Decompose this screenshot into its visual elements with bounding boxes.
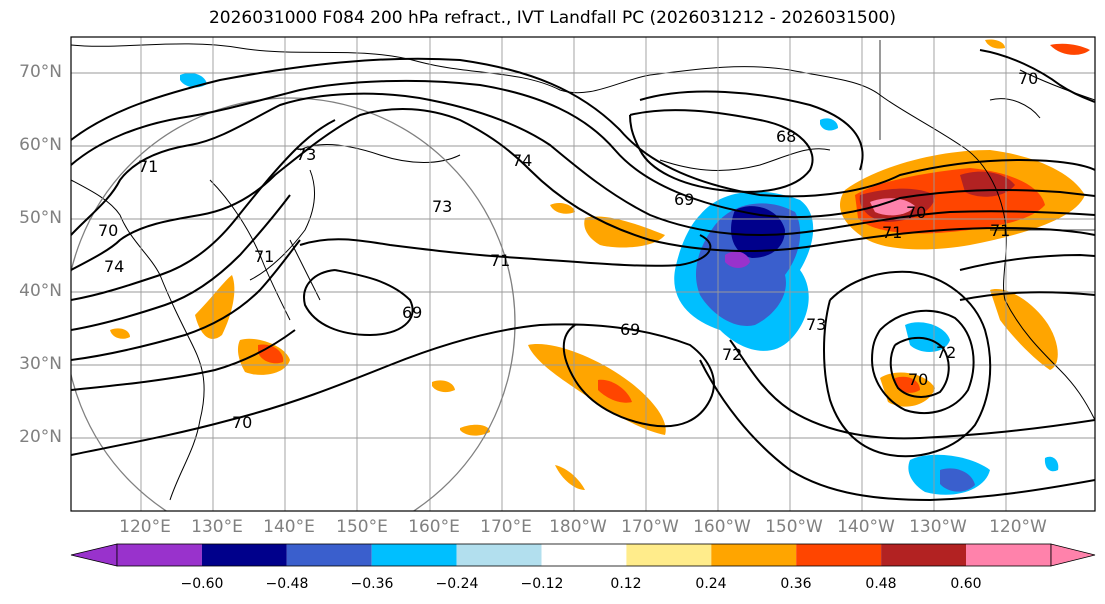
lat-label: 40°N bbox=[19, 281, 62, 301]
lon-label: 120°W bbox=[989, 517, 1047, 537]
contour-label: 70 bbox=[98, 221, 118, 240]
lat-label: 30°N bbox=[19, 354, 62, 374]
contour-label: 74 bbox=[512, 151, 532, 170]
negative-patch-4 bbox=[180, 73, 207, 88]
colorbar-tick-label: 0.12 bbox=[610, 576, 642, 592]
reference-circle bbox=[71, 97, 516, 511]
colorbar-tick-label: −0.36 bbox=[350, 576, 394, 592]
colorbar-segment bbox=[456, 544, 542, 566]
contour-label: 71 bbox=[490, 251, 510, 270]
lon-label: 160°E bbox=[408, 517, 460, 537]
negative-patch-5 bbox=[820, 118, 838, 131]
lon-label: 170°E bbox=[480, 517, 532, 537]
contour-label: 74 bbox=[104, 257, 124, 276]
contour-label: 69 bbox=[674, 190, 694, 209]
lon-label: 150°W bbox=[765, 517, 823, 537]
lon-label: 120°E bbox=[119, 517, 171, 537]
colorbar-tick-label: −0.48 bbox=[265, 576, 309, 592]
colorbar-segment bbox=[541, 544, 627, 566]
contour-label: 70 bbox=[908, 370, 928, 389]
lon-label: 130°W bbox=[909, 517, 967, 537]
colorbar-tick-label: 0.48 bbox=[865, 576, 897, 592]
lon-label: 140°W bbox=[837, 517, 895, 537]
colorbar-frame bbox=[116, 543, 1052, 567]
lat-label: 20°N bbox=[19, 427, 62, 447]
colorbar-segment bbox=[286, 544, 372, 566]
contour-label: 69 bbox=[402, 303, 422, 322]
lon-label: 180°W bbox=[549, 517, 607, 537]
contour-label: 70 bbox=[906, 203, 926, 222]
colorbar-tick-label: 0.36 bbox=[780, 576, 812, 592]
colorbar-segment bbox=[1050, 543, 1096, 567]
lon-label: 160°W bbox=[693, 517, 751, 537]
positive-patch-small-1 bbox=[110, 328, 130, 339]
lat-label: 60°N bbox=[19, 135, 62, 155]
contour-label: 73 bbox=[806, 315, 826, 334]
colorbar-segment bbox=[201, 544, 287, 566]
contour-label: 69 bbox=[620, 320, 640, 339]
positive-region-core bbox=[870, 198, 915, 216]
lat-label: 50°N bbox=[19, 208, 62, 228]
contours bbox=[71, 49, 1095, 502]
colorbar bbox=[70, 543, 1096, 567]
positive-patch-subtropic-core bbox=[598, 379, 632, 403]
contour-label: 73 bbox=[432, 197, 452, 216]
positive-patch-small-5 bbox=[550, 202, 575, 214]
contour-label: 71 bbox=[138, 157, 158, 176]
positive-patch-small-2 bbox=[432, 380, 455, 393]
positive-patch-china bbox=[195, 275, 235, 339]
lon-label: 130°E bbox=[191, 517, 243, 537]
positive-patch-small-7 bbox=[1050, 43, 1090, 55]
colorbar-segment bbox=[117, 544, 202, 566]
contour-label: 71 bbox=[882, 223, 902, 242]
lon-label: 150°E bbox=[336, 517, 388, 537]
positive-patch-small-4 bbox=[555, 465, 585, 490]
map-frame bbox=[70, 36, 1096, 512]
colorbar-tick-label: −0.60 bbox=[180, 576, 224, 592]
negative-patch-6 bbox=[1044, 456, 1059, 472]
colorbar-tick-label: 0.60 bbox=[950, 576, 982, 592]
lat-label: 70°N bbox=[19, 62, 62, 82]
colorbar-segment bbox=[70, 543, 118, 567]
colorbar-segment bbox=[711, 544, 797, 566]
contour-label: 71 bbox=[254, 247, 274, 266]
contour-label: 72 bbox=[936, 343, 956, 362]
positive-patch-small-6 bbox=[985, 39, 1005, 49]
colorbar-segment bbox=[881, 544, 966, 566]
positive-patch-subtropic bbox=[528, 344, 666, 435]
positive-patch-hawaii-core bbox=[895, 376, 920, 393]
negative-region-core bbox=[725, 251, 750, 268]
colorbar-segment bbox=[796, 544, 882, 566]
lon-label: 140°E bbox=[263, 517, 315, 537]
contour-label: 71 bbox=[990, 221, 1010, 240]
positive-patch-small-3 bbox=[460, 424, 490, 436]
colorbar-tick-label: −0.12 bbox=[520, 576, 564, 592]
map-title: 2026031000 F084 200 hPa refract., IVT La… bbox=[208, 8, 896, 28]
negative-patch-3 bbox=[940, 468, 975, 492]
contour-label: 70 bbox=[232, 413, 252, 432]
colorbar-tick-label: 0.24 bbox=[695, 576, 727, 592]
colorbar-segment bbox=[626, 544, 712, 566]
colorbar-segment bbox=[966, 544, 1051, 566]
contour-label: 73 bbox=[296, 145, 316, 164]
contour-label: 70 bbox=[1018, 69, 1038, 88]
colorbar-segment bbox=[371, 544, 457, 566]
contour-label: 72 bbox=[722, 345, 742, 364]
contour-label: 68 bbox=[776, 127, 796, 146]
colorbar-tick-label: −0.24 bbox=[435, 576, 479, 592]
contour-labels: 70 71 74 73 71 69 69 68 69 70 71 73 70 7… bbox=[98, 69, 1038, 432]
lon-label: 170°W bbox=[621, 517, 679, 537]
